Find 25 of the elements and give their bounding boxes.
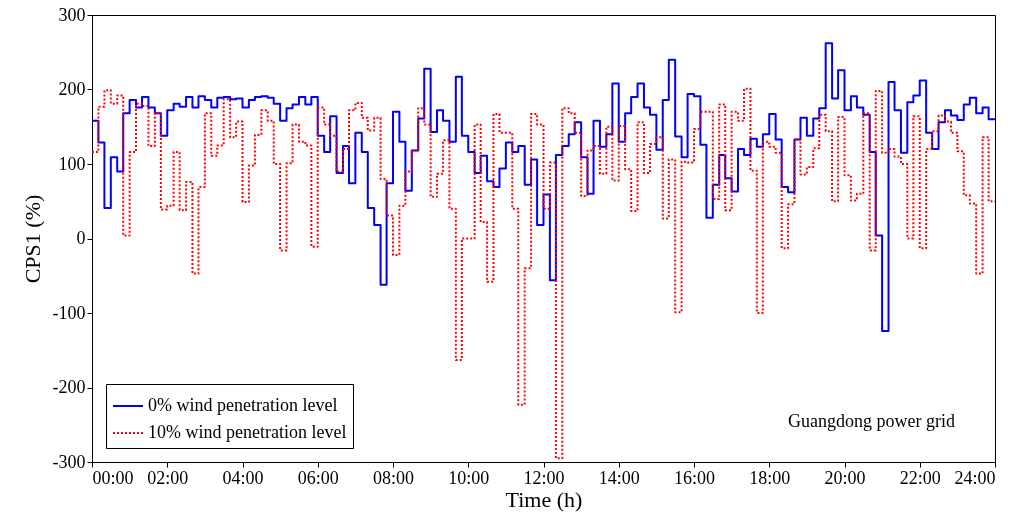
x-tick-label: 24:00: [954, 467, 996, 488]
x-tick-label: 02:00: [147, 467, 189, 488]
x-tick-label: 16:00: [673, 467, 716, 488]
legend-label: 10% wind penetration level: [148, 422, 347, 442]
x-tick-label: 04:00: [222, 467, 264, 488]
x-tick-label: 06:00: [297, 467, 339, 488]
y-tick-label: 200: [58, 79, 86, 99]
y-tick-label: -200: [52, 377, 86, 397]
x-tick-label: 10:00: [448, 467, 490, 488]
y-tick-label: 300: [58, 4, 86, 25]
x-tick-label: 22:00: [899, 467, 941, 488]
x-tick-label: 08:00: [372, 467, 415, 488]
x-tick-label: 00:00: [92, 467, 134, 488]
y-tick-label: 100: [58, 153, 86, 174]
x-axis-title: Time (h): [505, 486, 583, 512]
y-axis-title: CPS1 (%): [19, 194, 45, 284]
y-tick-label: 0: [76, 228, 86, 248]
y-tick-label: -100: [52, 302, 86, 323]
x-tick-label: 12:00: [523, 467, 565, 488]
x-tick-label: 20:00: [824, 467, 866, 488]
annotation: Guangdong power grid: [788, 411, 955, 431]
legend-label: 0% wind penetration level: [148, 395, 338, 415]
y-tick-label: -300: [52, 451, 86, 472]
x-tick-label: 18:00: [749, 467, 791, 488]
x-tick-label: 14:00: [598, 467, 640, 488]
